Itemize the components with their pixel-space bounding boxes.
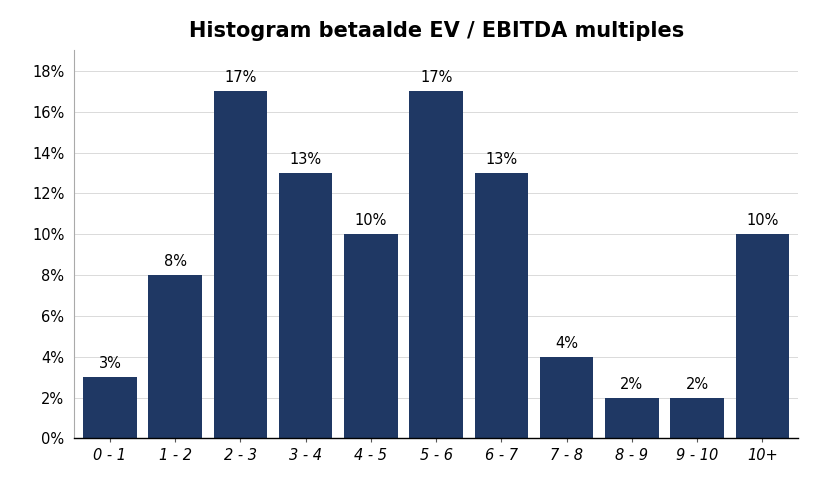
- Bar: [736, 234, 789, 438]
- Text: 4%: 4%: [556, 336, 579, 351]
- Text: 17%: 17%: [224, 70, 257, 85]
- Text: 2%: 2%: [686, 376, 709, 392]
- Bar: [540, 357, 593, 438]
- Bar: [409, 91, 463, 438]
- Title: Histogram betaalde EV / EBITDA multiples: Histogram betaalde EV / EBITDA multiples: [188, 21, 684, 40]
- Bar: [671, 398, 724, 438]
- Text: 10%: 10%: [355, 213, 387, 228]
- Text: 3%: 3%: [99, 356, 122, 371]
- Text: 8%: 8%: [164, 254, 187, 269]
- Text: 17%: 17%: [420, 70, 453, 85]
- Text: 10%: 10%: [746, 213, 779, 228]
- Bar: [83, 377, 137, 438]
- Text: 13%: 13%: [290, 152, 322, 167]
- Bar: [605, 398, 658, 438]
- Bar: [475, 173, 528, 438]
- Bar: [214, 91, 267, 438]
- Text: 2%: 2%: [621, 376, 644, 392]
- Bar: [148, 275, 202, 438]
- Bar: [279, 173, 332, 438]
- Text: 13%: 13%: [486, 152, 518, 167]
- Bar: [344, 234, 398, 438]
